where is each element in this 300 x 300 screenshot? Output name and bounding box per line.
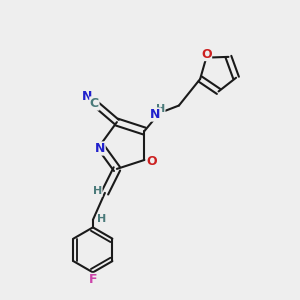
Text: N: N <box>150 108 161 121</box>
Text: C: C <box>90 97 99 110</box>
Text: H: H <box>156 104 165 114</box>
Text: N: N <box>82 90 92 103</box>
Text: O: O <box>147 155 157 168</box>
Text: F: F <box>88 273 97 286</box>
Text: H: H <box>97 214 106 224</box>
Text: N: N <box>95 142 105 155</box>
Text: H: H <box>93 186 102 197</box>
Text: O: O <box>201 47 211 61</box>
